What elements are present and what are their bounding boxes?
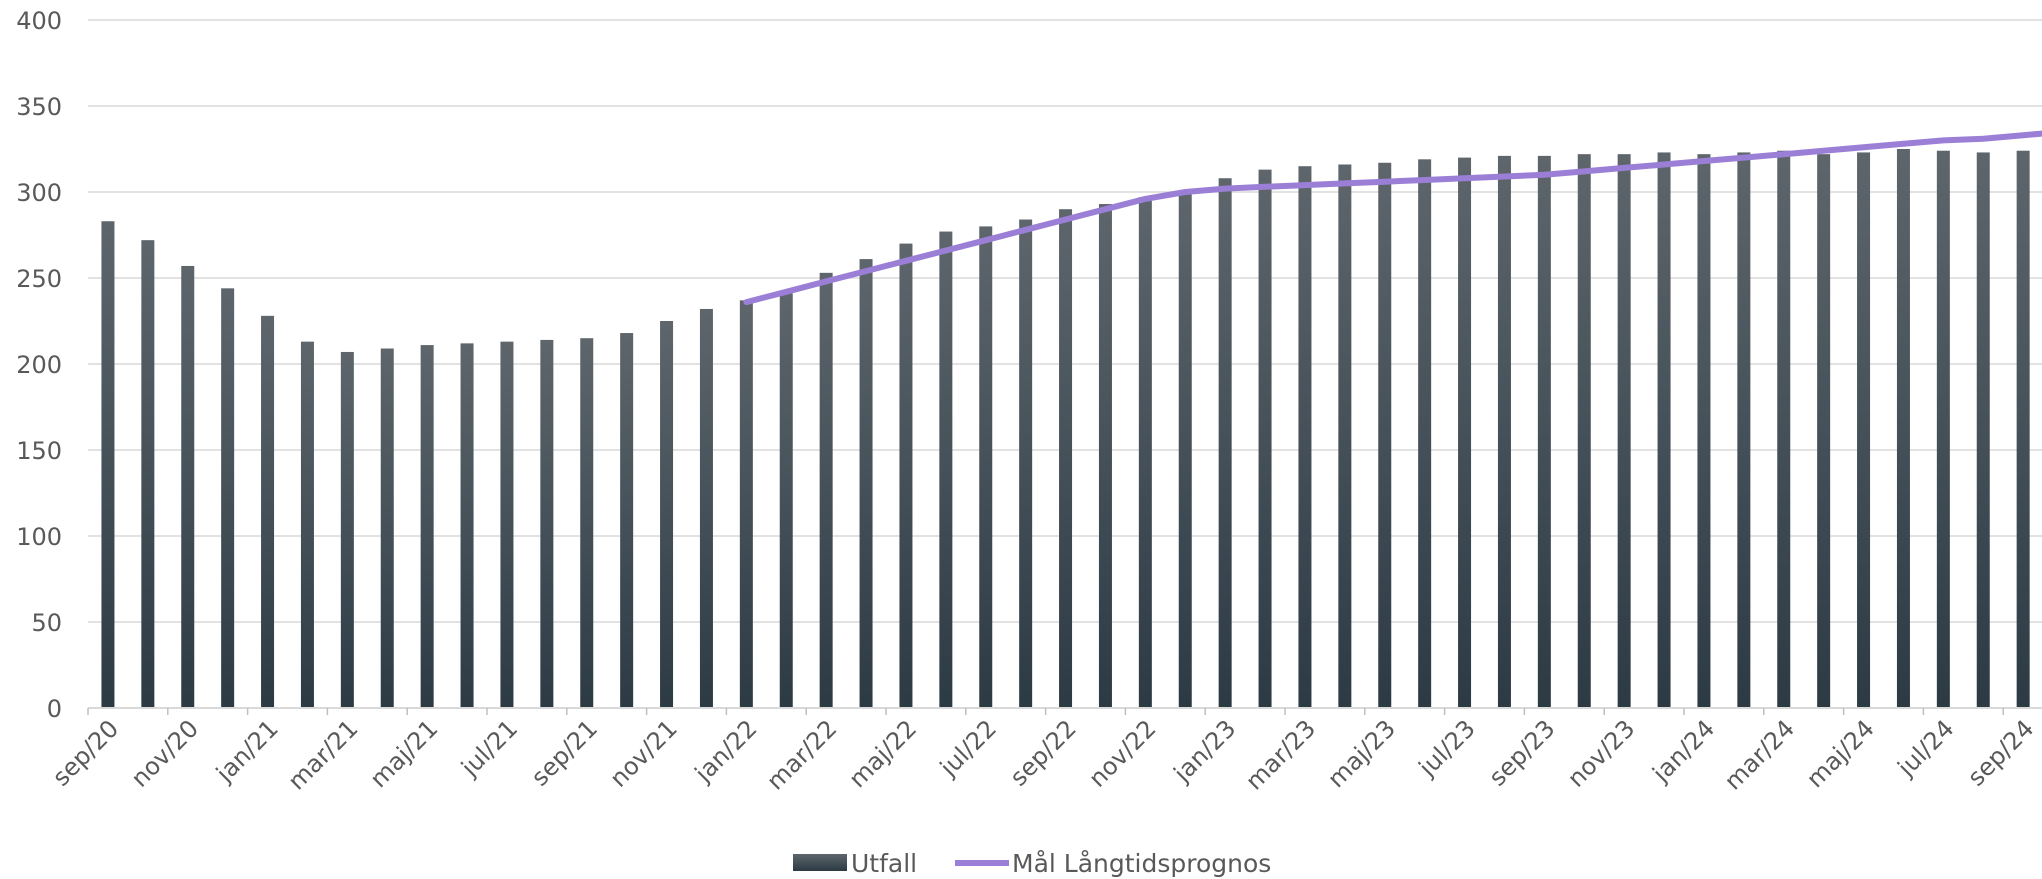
bar bbox=[540, 339, 554, 708]
bar bbox=[2016, 150, 2030, 709]
y-axis-ticks: 0 50 100 150 200 250 300 350 400 bbox=[16, 7, 62, 723]
bar bbox=[1936, 150, 1950, 709]
x-tick-label: mar/23 bbox=[1240, 714, 1321, 795]
x-tick-label: jul/22 bbox=[934, 714, 1002, 782]
bar bbox=[1777, 150, 1791, 709]
bar bbox=[1896, 149, 1910, 708]
bar bbox=[1098, 204, 1112, 709]
bar bbox=[340, 351, 354, 708]
x-tick-label: jul/23 bbox=[1413, 714, 1481, 782]
x-tick-label: jan/24 bbox=[1646, 714, 1720, 788]
x-tick-label: nov/20 bbox=[126, 714, 204, 792]
bar bbox=[1817, 154, 1831, 708]
bar bbox=[859, 259, 873, 708]
bar bbox=[939, 231, 953, 708]
y-tick-label: 100 bbox=[16, 523, 62, 551]
x-tick-label: maj/23 bbox=[1322, 714, 1401, 793]
bar bbox=[1857, 152, 1871, 708]
bar bbox=[1577, 154, 1591, 708]
bar bbox=[261, 315, 275, 708]
bar bbox=[1178, 190, 1192, 708]
y-tick-label: 0 bbox=[47, 695, 62, 723]
bar bbox=[1976, 152, 1990, 708]
bar bbox=[1737, 152, 1751, 708]
y-tick-label: 300 bbox=[16, 179, 62, 207]
x-tick-label: sep/24 bbox=[1962, 714, 2039, 791]
y-tick-label: 150 bbox=[16, 437, 62, 465]
x-tick-label: jan/21 bbox=[210, 714, 284, 788]
y-tick-label: 50 bbox=[31, 609, 62, 637]
bar bbox=[1537, 155, 1551, 708]
line-mal-langtidsprognos bbox=[743, 130, 2042, 306]
bar bbox=[1657, 152, 1671, 708]
legend-swatch-utfall bbox=[793, 854, 847, 871]
x-axis bbox=[87, 707, 2042, 715]
x-tick-label: sep/20 bbox=[47, 714, 124, 791]
x-tick-label: nov/22 bbox=[1083, 714, 1161, 792]
bar bbox=[221, 288, 235, 708]
bar bbox=[1378, 162, 1392, 708]
legend-label-mal: Mål Långtidsprognos bbox=[1012, 849, 1271, 878]
bar bbox=[779, 293, 793, 708]
x-tick-label: mar/24 bbox=[1719, 714, 1800, 795]
x-tick-label: sep/21 bbox=[526, 714, 603, 791]
bar bbox=[620, 333, 634, 708]
x-tick-label: jul/24 bbox=[1892, 714, 1960, 782]
x-tick-label: maj/22 bbox=[843, 714, 922, 793]
bar bbox=[380, 348, 394, 708]
bar bbox=[1059, 209, 1073, 708]
x-tick-label: jan/22 bbox=[689, 714, 763, 788]
bar bbox=[141, 240, 155, 708]
x-tick-label: nov/21 bbox=[604, 714, 682, 792]
bar bbox=[819, 272, 833, 708]
legend: Utfall Mål Långtidsprognos bbox=[793, 849, 1271, 878]
bar bbox=[979, 226, 993, 708]
bar bbox=[1418, 159, 1432, 708]
x-tick-label: maj/21 bbox=[365, 714, 444, 793]
bar bbox=[899, 243, 913, 708]
bar bbox=[300, 341, 314, 708]
x-tick-label: maj/24 bbox=[1801, 714, 1880, 793]
bar-series-utfall bbox=[101, 149, 2030, 709]
bar bbox=[181, 265, 195, 708]
bar bbox=[739, 300, 753, 708]
y-tick-label: 200 bbox=[16, 351, 62, 379]
bar bbox=[1298, 166, 1312, 708]
x-tick-label: mar/22 bbox=[761, 714, 842, 795]
bar bbox=[660, 321, 674, 708]
bar bbox=[1617, 154, 1631, 708]
x-tick-label: jul/21 bbox=[455, 714, 523, 782]
bar bbox=[699, 308, 713, 708]
bar bbox=[1338, 164, 1352, 709]
x-tick-label: nov/23 bbox=[1562, 714, 1640, 792]
bar bbox=[460, 343, 474, 708]
bar bbox=[420, 345, 434, 708]
x-tick-label: sep/22 bbox=[1005, 714, 1082, 791]
bar bbox=[1138, 197, 1152, 708]
x-tick-label: sep/23 bbox=[1483, 714, 1560, 791]
bar bbox=[101, 221, 115, 709]
y-tick-label: 350 bbox=[16, 93, 62, 121]
legend-label-utfall: Utfall bbox=[851, 849, 917, 878]
y-tick-label: 250 bbox=[16, 265, 62, 293]
x-tick-label: mar/21 bbox=[283, 714, 364, 795]
y-tick-label: 400 bbox=[16, 7, 62, 35]
bar bbox=[1497, 155, 1511, 708]
bar bbox=[500, 341, 514, 708]
x-tick-label: jan/23 bbox=[1168, 714, 1242, 788]
bar bbox=[1258, 169, 1272, 708]
bar bbox=[1697, 154, 1711, 708]
bar bbox=[580, 338, 594, 708]
bar bbox=[1218, 178, 1232, 709]
bar bbox=[1019, 219, 1033, 708]
line-series-mal bbox=[743, 130, 2042, 306]
bar bbox=[1458, 157, 1472, 709]
